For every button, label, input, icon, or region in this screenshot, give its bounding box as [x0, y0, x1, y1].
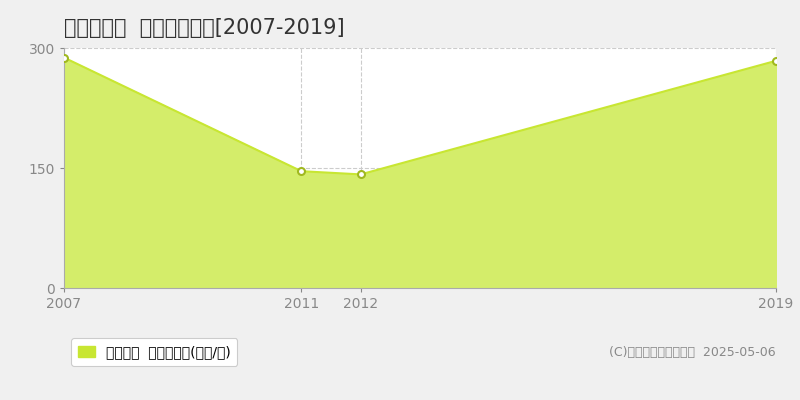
Text: (C)土地価格ドットコム  2025-05-06: (C)土地価格ドットコム 2025-05-06 [610, 346, 776, 358]
Legend: 土地価格  平均坪単価(万円/坪): 土地価格 平均坪単価(万円/坪) [71, 338, 238, 366]
Text: 江東区冬木  土地価格推移[2007-2019]: 江東区冬木 土地価格推移[2007-2019] [64, 18, 345, 38]
